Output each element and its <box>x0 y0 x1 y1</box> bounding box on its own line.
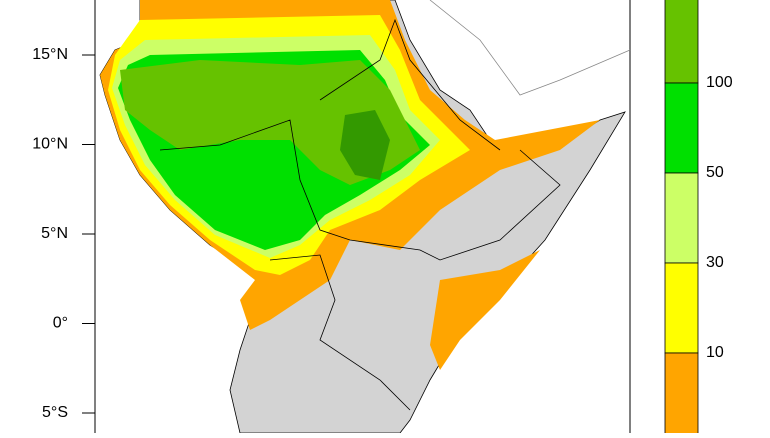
colorbar-label: 30 <box>706 254 724 271</box>
borders <box>319 18 501 151</box>
colorbar-label: 10 <box>706 344 724 361</box>
latitude-label: 10°N <box>32 136 68 153</box>
borders <box>159 119 561 261</box>
latitude-label: 0° <box>53 315 68 332</box>
precip-orange-south <box>430 250 540 370</box>
latitude-axis: 15°N 10°N 5°N 0° 5°S <box>32 46 95 421</box>
colorbar-segment <box>664 0 699 84</box>
colorbar: 100 50 30 10 <box>664 0 733 438</box>
colorbar-segment <box>664 262 699 354</box>
latitude-label: 5°S <box>42 404 68 421</box>
colorbar-segment <box>664 352 699 438</box>
colorbar-label: 50 <box>706 164 724 181</box>
map <box>94 0 631 438</box>
borders <box>269 254 411 411</box>
colorbar-segment <box>664 172 699 264</box>
colorbar-segment <box>664 82 699 174</box>
arabia-outline <box>429 0 631 96</box>
latitude-label: 15°N <box>32 46 68 63</box>
precip-deepgreen <box>340 110 390 180</box>
colorbar-label: 100 <box>706 74 733 91</box>
latitude-label: 5°N <box>41 225 68 242</box>
